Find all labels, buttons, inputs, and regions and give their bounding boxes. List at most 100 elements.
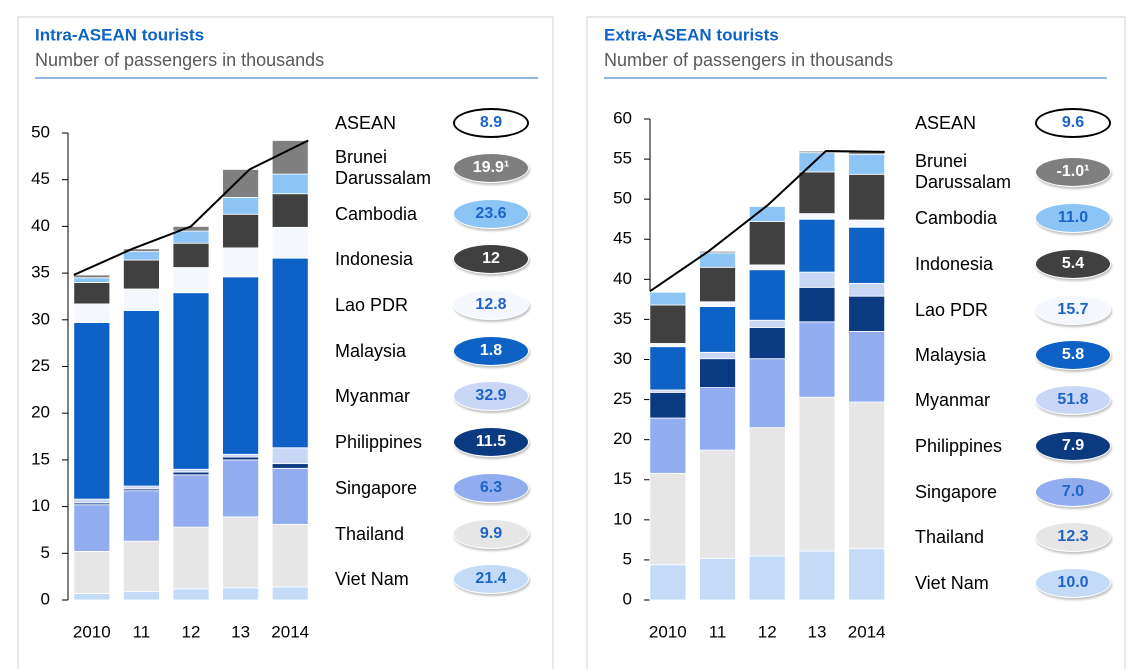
- legend-label: Malaysia: [335, 340, 407, 361]
- legend-badge: 23.6: [453, 199, 529, 229]
- bar-segment: [172, 471, 210, 476]
- bar-segment: [271, 257, 309, 449]
- legend-label: Philippines: [335, 431, 423, 452]
- legend-badge: 12.3: [1035, 522, 1111, 552]
- legend-label: Thailand: [915, 526, 985, 547]
- bar-segment: [748, 327, 786, 360]
- legend-label: Thailand: [335, 523, 405, 544]
- bar-segment: [222, 587, 260, 601]
- legend-label: Brunei Darussalam: [335, 147, 432, 188]
- y-tick-label: 5: [623, 549, 632, 568]
- legend-label: Indonesia: [335, 248, 414, 269]
- legend-badge: 9.9: [453, 519, 529, 549]
- bar-segment: [172, 267, 210, 294]
- y-tick-label: 30: [31, 309, 50, 328]
- bar-segment: [649, 304, 687, 344]
- bar-segment: [848, 548, 886, 601]
- bar-segment: [798, 271, 836, 288]
- bar-segment: [848, 173, 886, 221]
- bar-segment: [798, 550, 836, 601]
- legend-badge: 7.0: [1035, 477, 1111, 507]
- legend-label: Brunei Darussalam: [915, 151, 1012, 192]
- legend-label: Cambodia: [915, 207, 998, 228]
- legend-badge: 5.4: [1035, 249, 1111, 279]
- y-tick-label: 0: [623, 589, 632, 608]
- bar-segment: [699, 449, 736, 559]
- bar-segment: [798, 396, 836, 552]
- bar-segment: [699, 387, 736, 451]
- y-tick-label: 20: [613, 429, 632, 448]
- y-tick-label: 45: [613, 229, 632, 248]
- y-tick-label: 35: [613, 309, 632, 328]
- bar-segment: [848, 295, 886, 332]
- bar-segment: [748, 205, 786, 223]
- bar-segment: [748, 427, 786, 557]
- bar-segment: [271, 140, 309, 175]
- bar-segment: [123, 288, 160, 311]
- bar-segment: [73, 274, 111, 279]
- y-tick-label: 60: [613, 108, 632, 127]
- legend-label: Indonesia: [915, 253, 994, 274]
- legend-badge: 12: [453, 244, 529, 274]
- y-tick-label: 10: [31, 496, 50, 515]
- x-tick-label: 2010: [73, 622, 111, 641]
- y-tick-label: 40: [31, 216, 50, 235]
- bar-segment: [271, 523, 309, 588]
- legend-badge: 10.0: [1035, 568, 1111, 598]
- bar-segment: [699, 306, 736, 353]
- legend-label: Philippines: [915, 435, 1003, 456]
- legend-badge: 15.7: [1035, 295, 1111, 325]
- bar-segment: [123, 259, 160, 290]
- bar-segment: [798, 152, 836, 173]
- bar-segment: [73, 303, 111, 324]
- bar-segment: [172, 474, 210, 528]
- y-tick-label: 25: [31, 356, 50, 375]
- legend-label: Lao PDR: [915, 299, 989, 320]
- y-tick-label: 45: [31, 169, 50, 188]
- bar-segment: [123, 490, 160, 542]
- chart-title: Intra-ASEAN tourists: [35, 25, 204, 44]
- bar-segment: [649, 417, 687, 474]
- y-tick-label: 0: [41, 589, 50, 608]
- bar-segment: [848, 331, 886, 403]
- bar-segment: [123, 251, 160, 261]
- bar-segment: [73, 498, 111, 504]
- bar-segment: [649, 346, 687, 391]
- bar-segment: [699, 358, 736, 388]
- bar-segment: [649, 291, 687, 306]
- bar-segment: [172, 242, 210, 268]
- bar-segment: [649, 391, 687, 419]
- bar-segment: [748, 319, 786, 328]
- bar-segment: [73, 282, 111, 305]
- bar-segment: [848, 219, 886, 228]
- bar-segment: [848, 153, 886, 175]
- bar-segment: [748, 555, 786, 601]
- x-tick-label: 2010: [649, 622, 687, 641]
- bar-segment: [748, 358, 786, 429]
- bar-segment: [222, 213, 260, 249]
- x-tick-label: 12: [182, 622, 201, 641]
- bar-segment: [271, 586, 309, 601]
- y-tick-label: 5: [41, 543, 50, 562]
- bar-segment: [271, 467, 309, 525]
- bar-segment: [848, 282, 886, 297]
- legend-badge: 32.9: [453, 381, 529, 411]
- legend-badge: 8.9: [453, 108, 529, 138]
- legend-label: Singapore: [915, 481, 998, 502]
- bar-segment: [649, 564, 687, 601]
- bar-segment: [222, 276, 260, 455]
- y-tick-label: 35: [31, 263, 50, 282]
- x-tick-label: 2014: [271, 622, 309, 641]
- bar-segment: [699, 266, 736, 303]
- bar-segment: [848, 401, 886, 550]
- bar-segment: [748, 264, 786, 271]
- bar-segment: [123, 591, 160, 601]
- y-tick-label: 30: [613, 349, 632, 368]
- legend-badge: 11.5: [453, 427, 529, 457]
- bar-segment: [222, 169, 260, 198]
- legend-label: Viet Nam: [335, 568, 409, 589]
- chart-subtitle: Number of passengers in thousands: [604, 50, 893, 70]
- bar-segment: [699, 250, 736, 254]
